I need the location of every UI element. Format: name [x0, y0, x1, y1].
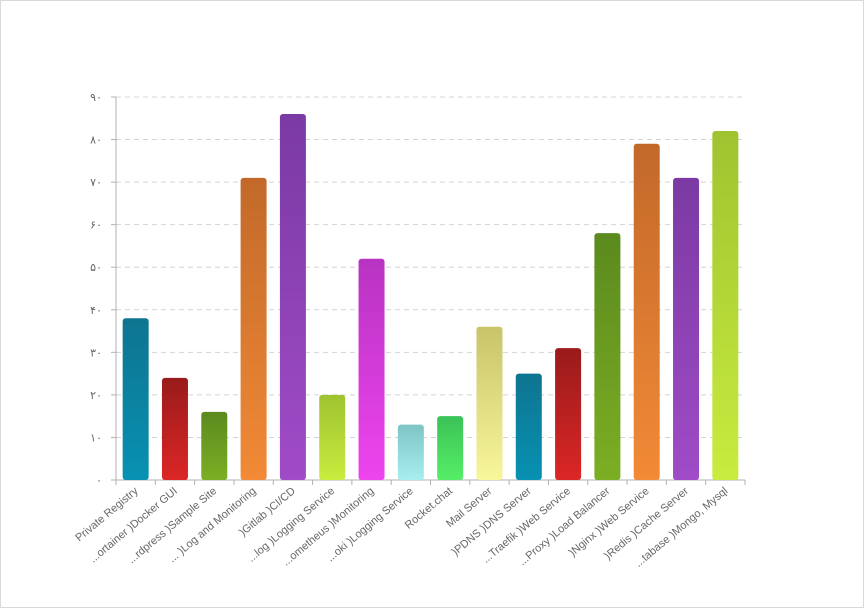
- bar[interactable]: [515, 373, 542, 480]
- x-tick-labels: Private Registry...ortainer )Docker GUI.…: [73, 485, 730, 570]
- bar[interactable]: [476, 326, 503, 480]
- y-axis: ۰ ۱۰ ۲۰ ۳۰ ۴۰ ۵۰ ۶۰ ۷۰ ۸۰ ۹۰: [90, 92, 117, 487]
- y-tick-label: ۷۰: [90, 177, 102, 189]
- bar[interactable]: [437, 416, 464, 480]
- bar[interactable]: [358, 258, 385, 480]
- bar[interactable]: [319, 394, 346, 480]
- bar[interactable]: [122, 318, 149, 480]
- bar[interactable]: [594, 233, 621, 480]
- bar[interactable]: [161, 377, 188, 480]
- bars: [122, 114, 739, 481]
- y-tick-label: ۲۰: [90, 390, 102, 402]
- bar[interactable]: [555, 348, 582, 480]
- y-tick-label: ۹۰: [90, 92, 102, 104]
- bar[interactable]: [397, 424, 424, 480]
- bar[interactable]: [240, 177, 267, 480]
- y-tick-label: ۸۰: [90, 135, 102, 147]
- y-tick-label: ۱۰: [90, 432, 102, 444]
- bar[interactable]: [673, 177, 700, 480]
- y-tick-label: ۳۰: [90, 347, 102, 359]
- bar[interactable]: [633, 143, 660, 481]
- y-tick-label: ۴۰: [90, 305, 102, 317]
- bar[interactable]: [712, 131, 739, 481]
- x-axis: [115, 479, 746, 485]
- bar[interactable]: [201, 411, 228, 480]
- bar[interactable]: [279, 114, 306, 481]
- y-tick-label: ۰: [96, 475, 102, 487]
- y-tick-label: ۵۰: [90, 262, 102, 274]
- y-tick-label: ۶۰: [90, 220, 102, 232]
